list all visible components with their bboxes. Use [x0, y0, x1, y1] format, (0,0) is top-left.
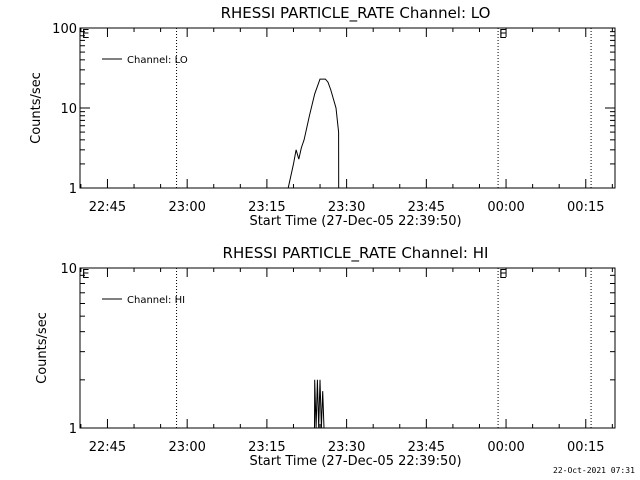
series-line-2: [314, 379, 326, 429]
y-tick-label-1: 10: [60, 102, 77, 117]
y-tick-label-1: 100: [52, 22, 77, 37]
x-tick-label-2: 00:15: [567, 440, 604, 455]
chart-title-2: RHESSI PARTICLE_RATE Channel: HI: [223, 244, 489, 263]
x-axis-label-2: Start Time (27-Dec-05 22:39:50): [249, 454, 461, 469]
event-marker-1: E: [82, 27, 90, 41]
timestamp: 22-Oct-2021 07:31: [553, 466, 635, 475]
series-line-1: [287, 78, 340, 189]
x-axis-label-1: Start Time (27-Dec-05 22:39:50): [249, 214, 461, 229]
x-tick-label-2: 00:00: [487, 440, 524, 455]
plot-frame-1: [79, 27, 616, 189]
event-marker-1: E: [499, 27, 507, 41]
legend-label-2: Channel: HI: [127, 295, 185, 306]
y-tick-label-2: 1: [69, 422, 77, 437]
y-axis-label-2: Counts/sec: [35, 312, 50, 384]
legend-label-1: Channel: LO: [127, 55, 188, 66]
x-tick-label-2: 23:00: [168, 440, 205, 455]
x-tick-label-1: 23:45: [408, 200, 445, 215]
x-tick-label-1: 23:00: [168, 200, 205, 215]
chart-title-1: RHESSI PARTICLE_RATE Channel: LO: [221, 4, 491, 23]
plot-frame-2: [79, 267, 616, 429]
x-tick-label-2: 23:30: [328, 440, 365, 455]
x-tick-label-2: 22:45: [89, 440, 126, 455]
event-marker-2: E: [82, 267, 90, 281]
x-tick-label-1: 23:15: [248, 200, 285, 215]
x-tick-label-2: 23:45: [408, 440, 445, 455]
x-tick-label-1: 23:30: [328, 200, 365, 215]
x-tick-label-1: 22:45: [89, 200, 126, 215]
x-tick-label-1: 00:00: [487, 200, 524, 215]
x-tick-label-1: 00:15: [567, 200, 604, 215]
event-marker-2: E: [499, 267, 507, 281]
y-axis-label-1: Counts/sec: [29, 72, 44, 144]
x-tick-label-2: 23:15: [248, 440, 285, 455]
y-tick-label-1: 1: [69, 182, 77, 197]
y-tick-label-2: 10: [60, 262, 77, 277]
